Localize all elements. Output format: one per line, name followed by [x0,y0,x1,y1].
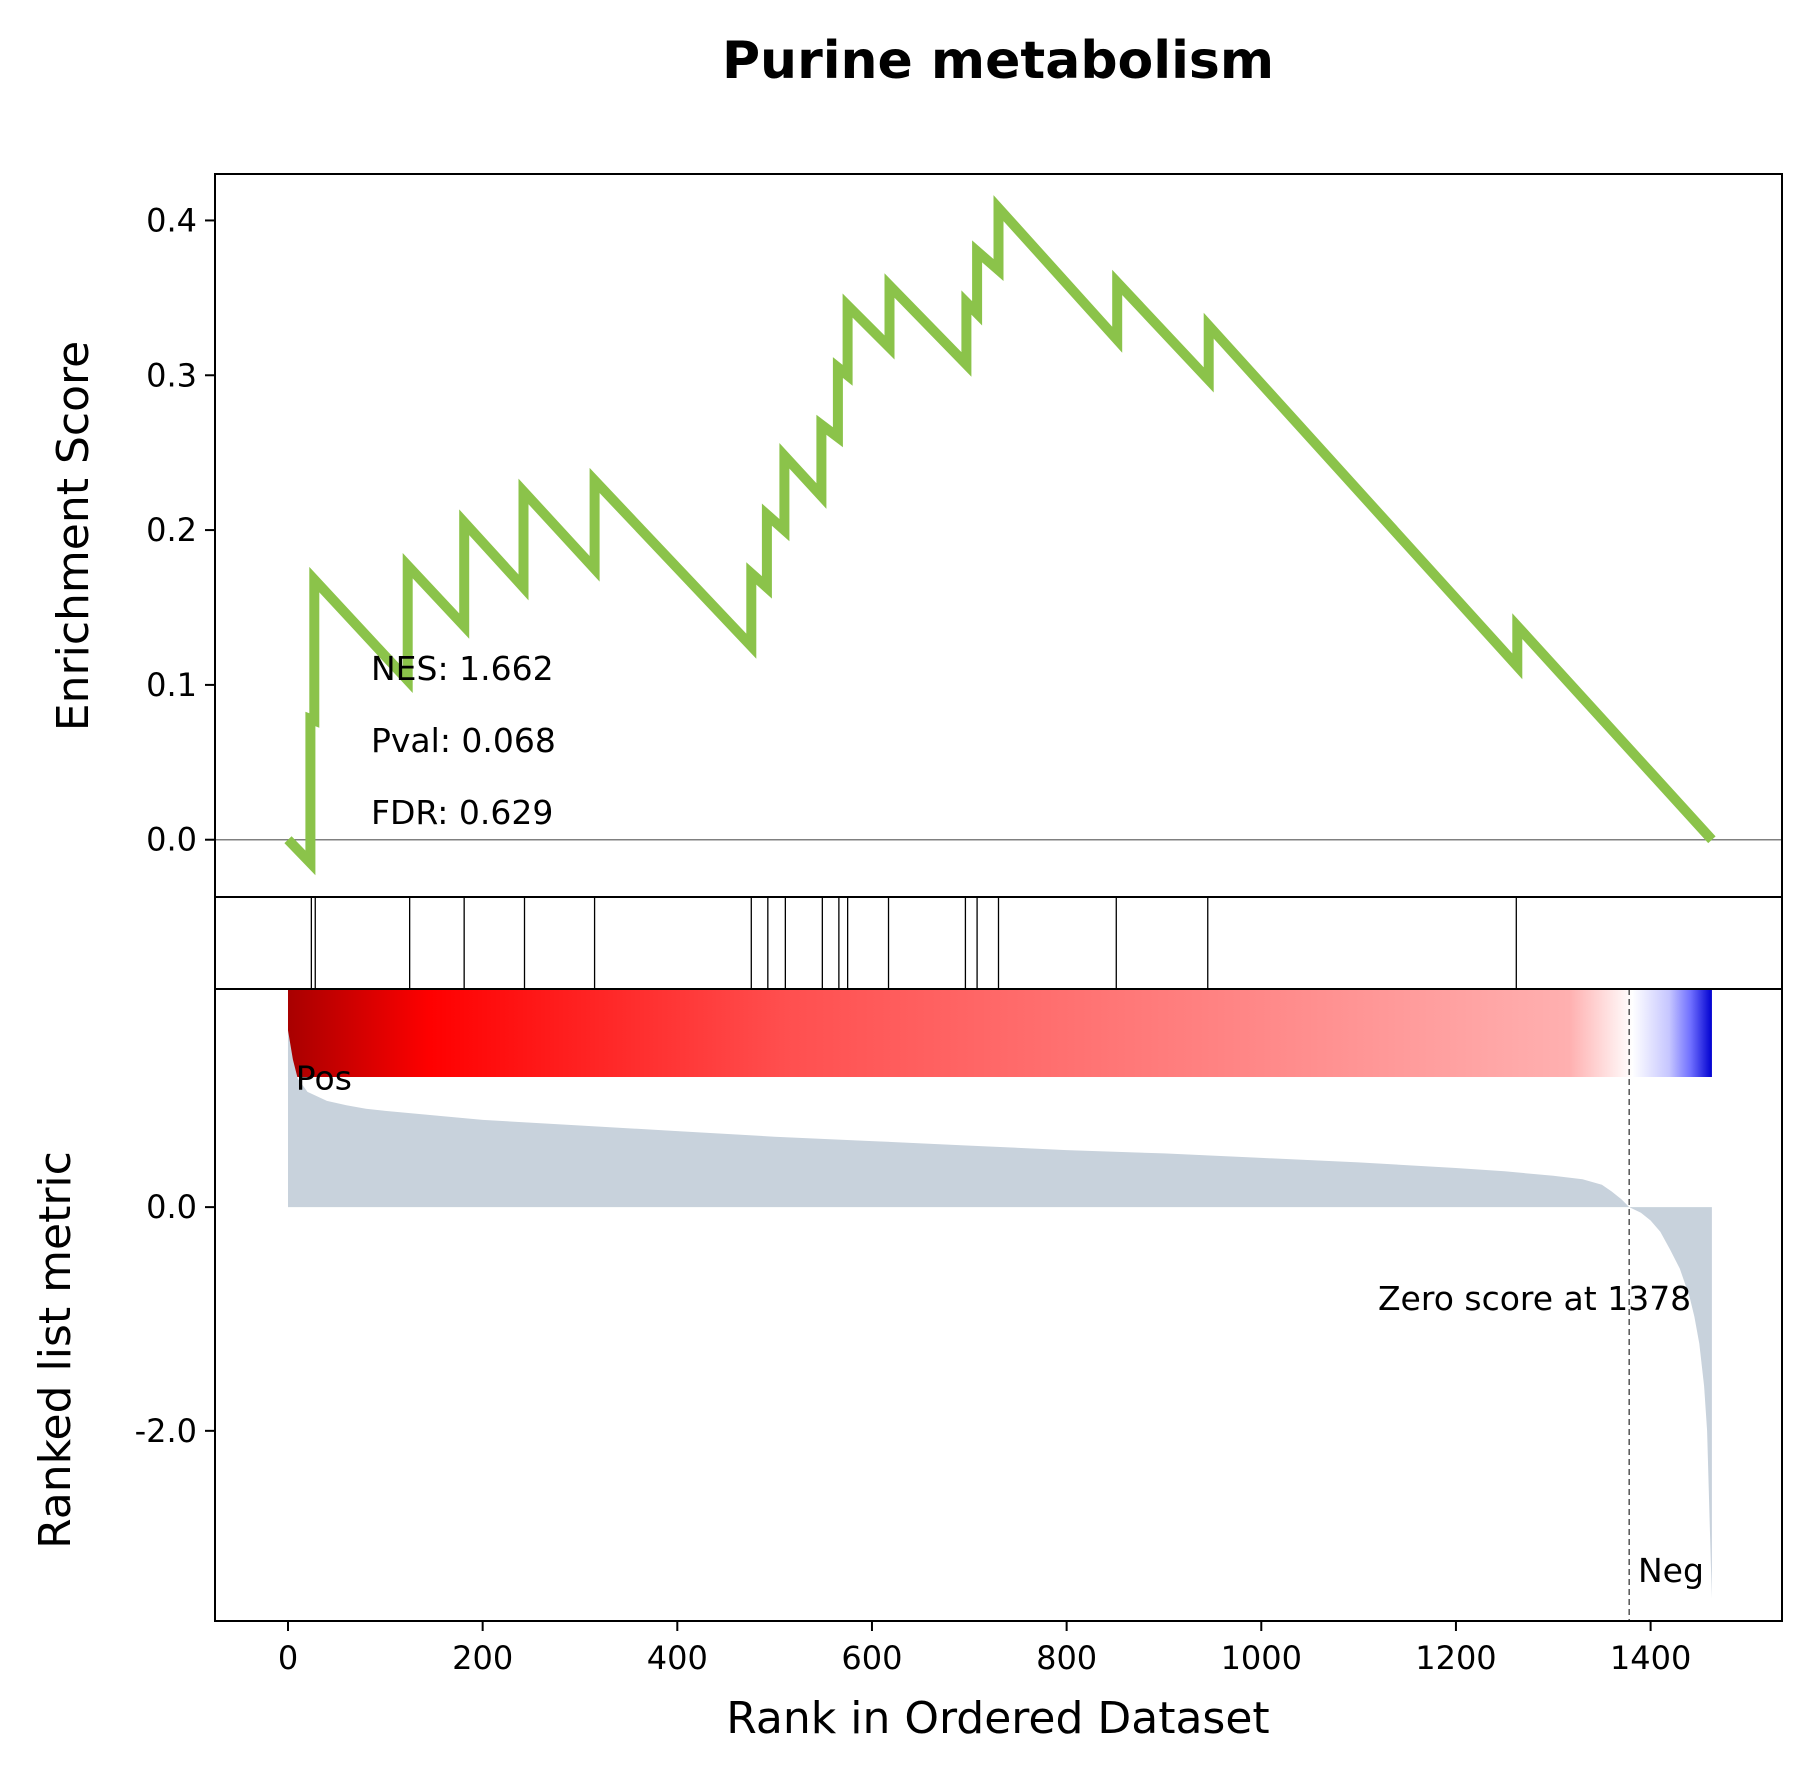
fdr-stat: FDR: 0.629 [371,793,553,832]
ranked-panel-frame [214,988,1783,1622]
enrichment-y-tick-label: 0.0 [146,821,197,859]
ranked-y-tick-label: -2.0 [135,1412,197,1450]
enrichment-y-tick-label: 0.4 [146,201,197,239]
pval-stat: Pval: 0.068 [371,721,556,760]
x-tick-label: 1400 [1610,1639,1691,1677]
gene-hit-lines [310,897,1517,989]
x-axis-label: Rank in Ordered Dataset [726,1693,1269,1744]
chart-title: Purine metabolism [722,31,1274,91]
x-tick-label: 0 [278,1639,298,1677]
x-tick-label: 1000 [1221,1639,1302,1677]
ranked-y-axis-label: Ranked list metric [30,1151,81,1549]
x-tick-label: 600 [841,1639,902,1677]
x-tick-label: 400 [647,1639,708,1677]
x-tick-label: 800 [1036,1639,1097,1677]
enrichment-panel-frame [214,173,1783,898]
enrichment-y-tick-label: 0.1 [146,666,197,704]
zero-score-annotation: Zero score at 1378 [1378,1279,1691,1318]
x-tick-label: 200 [452,1639,513,1677]
ranked-metric-area [288,1030,1712,1599]
enrichment-score-line [284,195,1716,876]
enrichment-score-panel: 0.0 0.1 0.2 0.3 0.4 NES: 1.662 Pval: 0.068 F… [48,173,1783,898]
enrichment-y-ticks: 0.0 0.1 0.2 0.3 0.4 [146,201,215,859]
enrichment-y-axis-label: Enrichment Score [48,341,99,731]
ranked-y-tick-label: 0.0 [146,1188,197,1226]
pos-label: Pos [296,1059,352,1098]
ranked-y-ticks: 0.0 -2.0 [135,1188,215,1450]
x-axis-ticks: 0 200 400 600 800 1000 1200 1400 [278,1621,1691,1677]
enrichment-y-tick-label: 0.2 [146,511,197,549]
neg-label: Neg [1638,1551,1704,1590]
enrichment-y-tick-label: 0.3 [146,356,197,394]
x-tick-label: 1200 [1415,1639,1496,1677]
ranked-list-panel: Pos Neg Zero score at 1378 0.0 -2.0 Ranke… [30,988,1783,1622]
nes-stat: NES: 1.662 [371,649,554,688]
rank-color-bar [287,989,1712,1077]
gene-hits-panel [214,896,1783,990]
